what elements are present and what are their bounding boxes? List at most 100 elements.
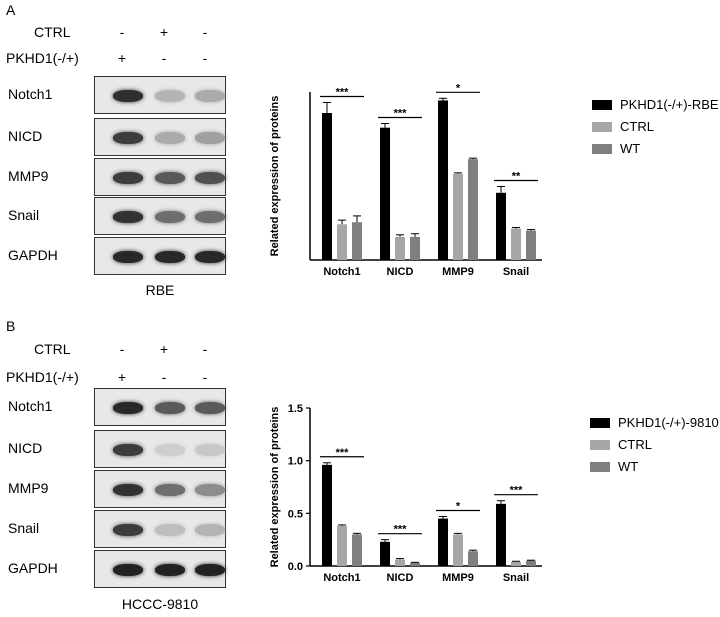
protein-band (155, 564, 185, 576)
protein-band (155, 444, 185, 456)
bar-chart-rbe: Related expression of proteins *** Notch1 *… (269, 82, 542, 278)
condition-label: PKHD1(-/+) (6, 369, 79, 385)
bar (468, 551, 478, 566)
blot-label: Snail (8, 520, 40, 536)
legend-label: CTRL (620, 119, 654, 134)
bar (380, 127, 390, 260)
x-tick-label: Snail (503, 572, 529, 584)
bar (410, 236, 420, 260)
cell-line-caption: HCCC-9810 (121, 596, 199, 612)
condition-sign: + (159, 24, 169, 40)
bar (410, 562, 420, 566)
protein-band (195, 484, 225, 496)
protein-band (155, 172, 185, 184)
legend-item: WT (590, 459, 638, 474)
bar (337, 224, 347, 260)
bar (511, 561, 521, 566)
panel-letter: A (6, 2, 16, 18)
blot-strip (94, 197, 226, 235)
bar (438, 100, 448, 261)
legend-swatch (592, 143, 612, 154)
protein-band (113, 484, 143, 496)
condition-sign: - (202, 341, 208, 357)
protein-band (195, 172, 225, 184)
legend-label: WT (618, 459, 639, 474)
x-tick-label: Notch1 (323, 266, 360, 278)
bar (526, 560, 536, 566)
protein-band (195, 90, 225, 102)
blot-strip (94, 430, 226, 468)
bar (322, 113, 332, 260)
bar (438, 518, 448, 566)
legend-swatch (592, 121, 612, 132)
condition-sign: - (202, 50, 208, 66)
significance-mark: * (456, 82, 461, 94)
blot-strip (94, 158, 226, 196)
bar (496, 192, 506, 260)
cell-line-caption: RBE (145, 282, 175, 298)
x-tick-label: Snail (503, 266, 529, 278)
bar (511, 228, 521, 260)
protein-band (195, 132, 225, 144)
y-tick-label: 1.5 (288, 403, 303, 415)
protein-band (113, 172, 143, 184)
protein-band (155, 484, 185, 496)
legend-item: CTRL (590, 437, 652, 452)
condition-sign: - (161, 50, 167, 66)
blot-strip (94, 550, 226, 588)
blot-label: NICD (8, 128, 43, 144)
blot-label: GAPDH (8, 560, 58, 576)
blot-label: Notch1 (8, 86, 53, 102)
y-tick-label: 0.5 (288, 508, 303, 520)
legend-label: PKHD1(-/+)-9810 (618, 415, 719, 430)
bar (395, 236, 405, 260)
legend-label: WT (620, 141, 641, 156)
protein-band (195, 564, 225, 576)
significance-mark: *** (394, 524, 408, 536)
condition-label: CTRL (34, 24, 71, 40)
significance-mark: * (456, 500, 461, 512)
protein-band (155, 211, 185, 223)
protein-band (155, 402, 185, 414)
protein-band (113, 524, 143, 536)
protein-band (113, 402, 143, 414)
y-tick-label: 1.0 (288, 456, 303, 468)
bar (337, 525, 347, 566)
legend-swatch (590, 461, 610, 472)
significance-mark: *** (336, 87, 350, 99)
blot-strip (94, 470, 226, 508)
y-axis-label: Related expression of proteins (269, 96, 281, 257)
bar (380, 541, 390, 566)
protein-band (113, 132, 143, 144)
significance-mark: *** (510, 485, 524, 497)
protein-band (155, 524, 185, 536)
y-axis-label: Related expression of proteins (269, 407, 281, 568)
protein-band (195, 211, 225, 223)
protein-band (113, 211, 143, 223)
x-tick-label: Notch1 (323, 572, 360, 584)
condition-sign: - (202, 369, 208, 385)
x-tick-label: MMP9 (442, 572, 474, 584)
legend-item: CTRL (592, 119, 654, 134)
condition-sign: + (117, 50, 127, 66)
blot-strip (94, 118, 226, 156)
blot-label: Snail (8, 207, 40, 223)
protein-band (113, 564, 143, 576)
blot-label: MMP9 (8, 480, 49, 496)
bar (453, 173, 463, 260)
blot-label: Notch1 (8, 398, 53, 414)
condition-sign: + (117, 369, 127, 385)
bar-chart-hccc-9810: Related expression of proteins 0.0 0.5 1.0 1… (269, 403, 542, 584)
bar (395, 559, 405, 566)
x-tick-label: NICD (387, 266, 414, 278)
bar (526, 230, 536, 260)
protein-band (155, 251, 185, 263)
legend-label: PKHD1(-/+)-RBE (620, 97, 719, 112)
condition-sign: - (202, 24, 208, 40)
condition-label: PKHD1(-/+) (6, 50, 79, 66)
legend-label: CTRL (618, 437, 652, 452)
protein-band (155, 90, 185, 102)
legend-swatch (590, 417, 610, 428)
bar (322, 464, 332, 566)
protein-band (195, 402, 225, 414)
